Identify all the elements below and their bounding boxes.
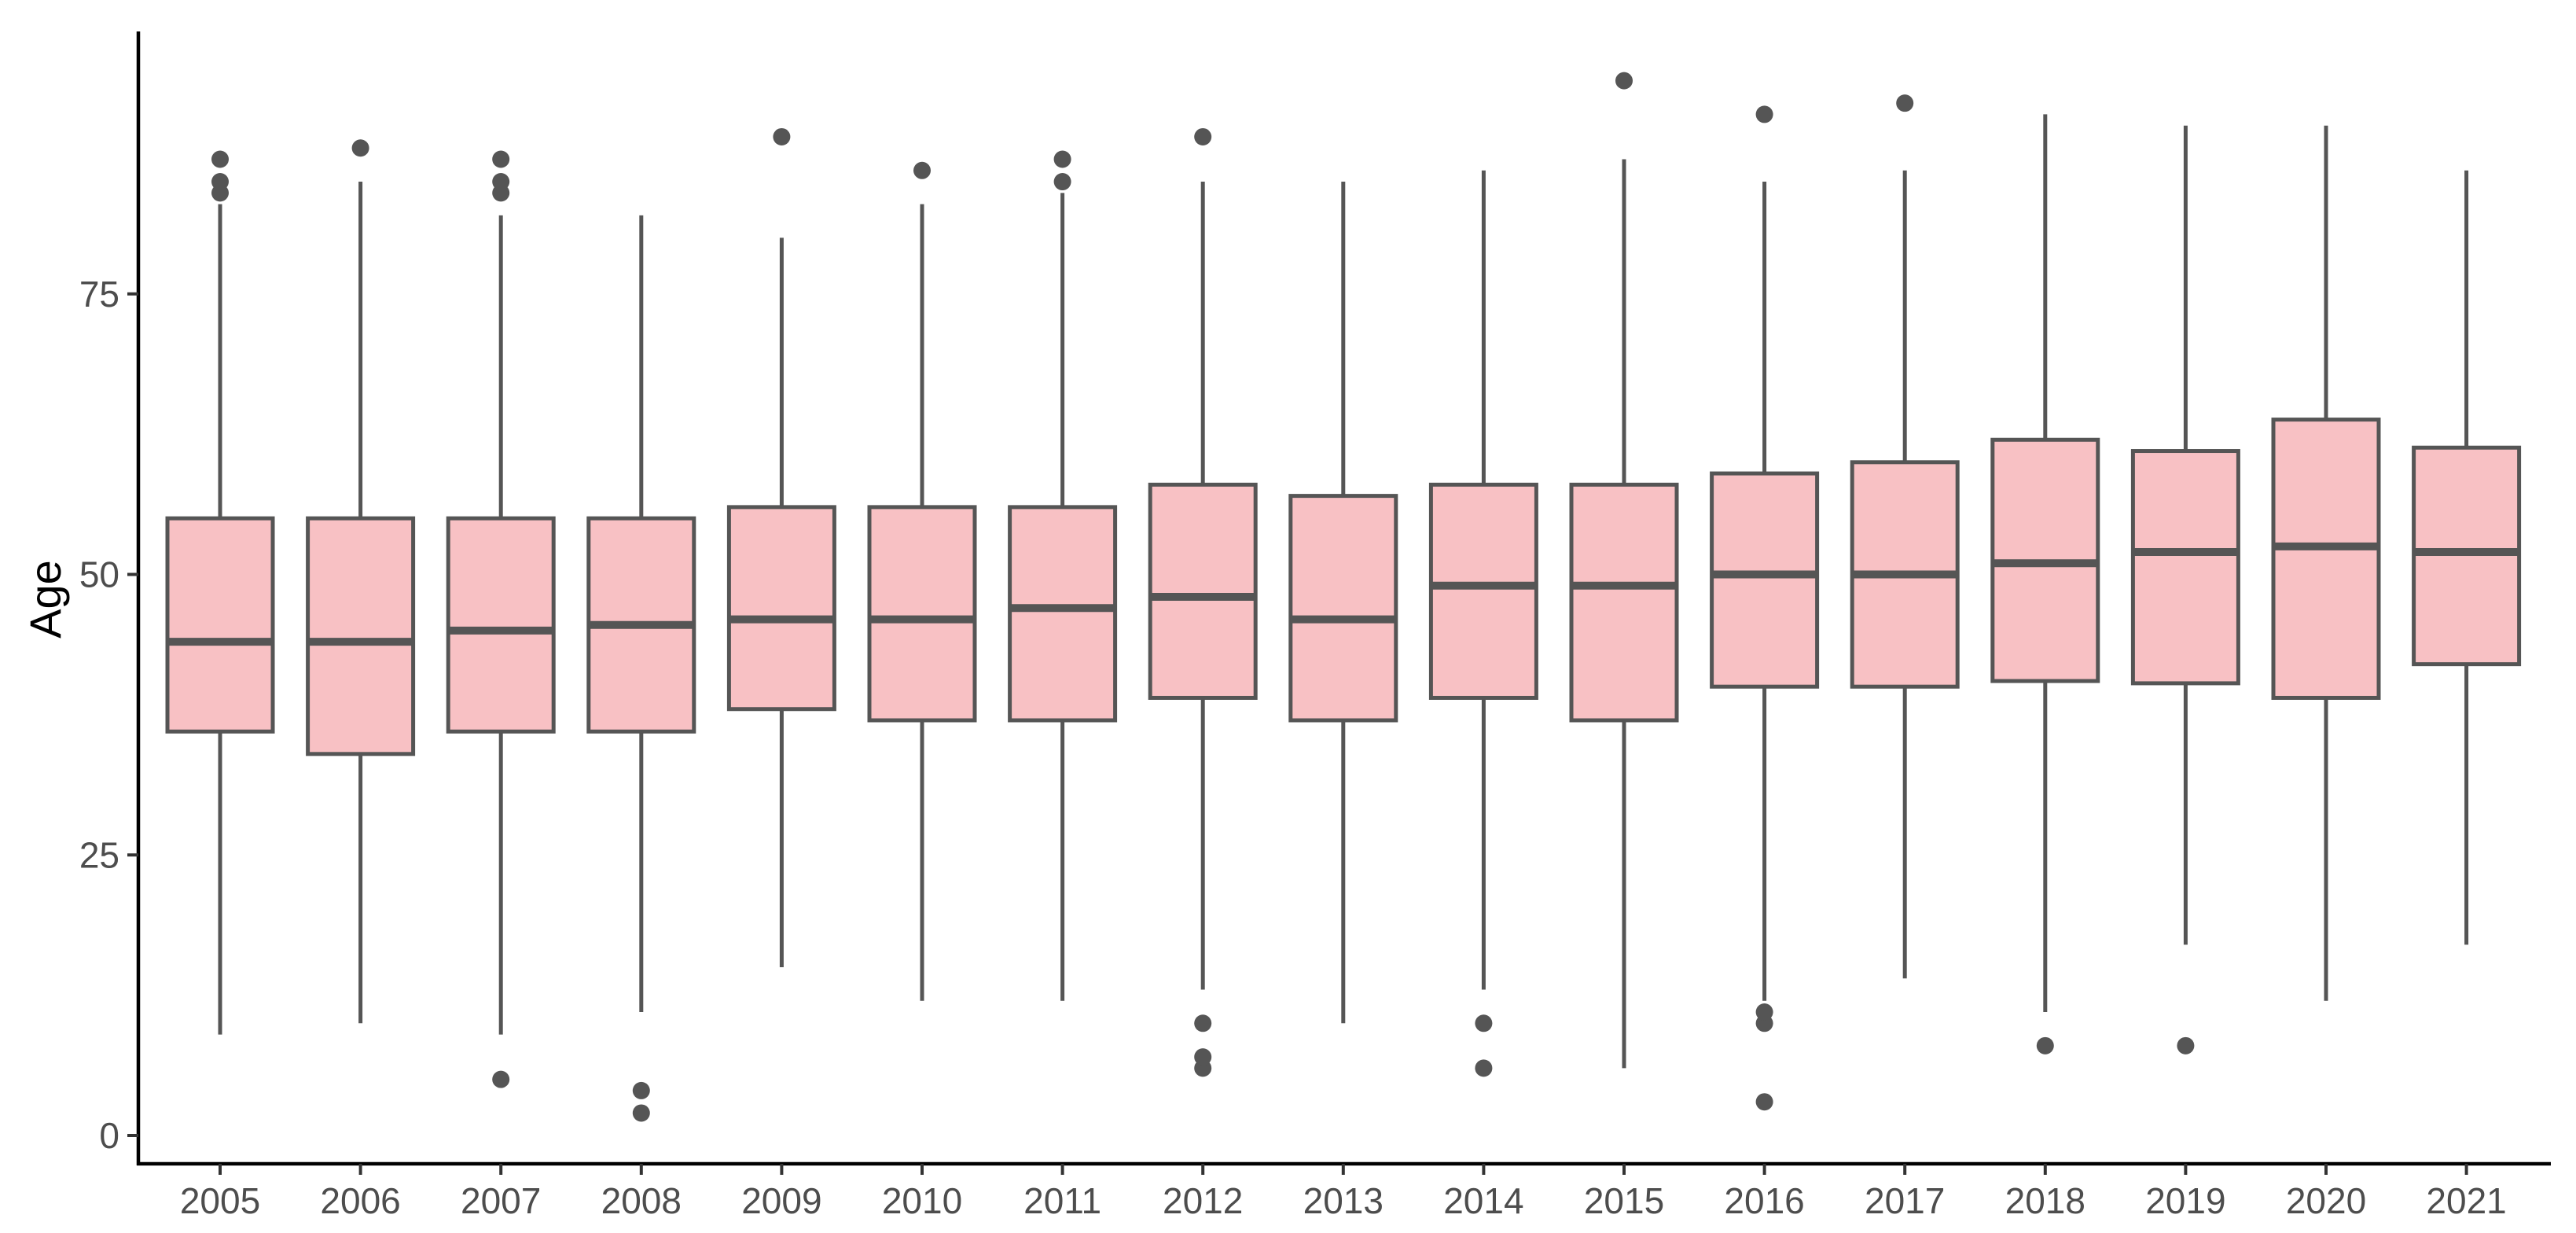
outlier-2007-0 [492,1070,510,1088]
box-group-2007 [446,150,556,1088]
x-tick-label-2007: 2007 [461,1180,541,1221]
y-tick-label-0: 0 [99,1115,119,1156]
box-group-2021 [2412,170,2522,945]
outlier-2008-0 [632,1104,650,1122]
outlier-2011-1 [1053,150,1071,168]
outlier-2018-0 [2036,1036,2054,1054]
outlier-2012-1 [1194,1048,1212,1066]
outlier-2017-0 [1896,94,1914,112]
box-2013 [1288,494,1398,723]
x-tick-label-2016: 2016 [1724,1180,1804,1221]
outlier-2006-0 [351,139,369,157]
outlier-2010-0 [913,161,931,179]
x-tick-label-2010: 2010 [882,1180,962,1221]
outlier-2012-3 [1194,127,1212,145]
ticks-layer: 2005 2006 2007 2008 2009 2010 2011 2012 2013 2014… [79,274,2507,1221]
box-group-2018 [1990,114,2100,1054]
x-tick-label-2006: 2006 [320,1180,400,1221]
outlier-2007-2 [492,173,510,191]
outlier-2015-0 [1615,72,1633,90]
box-2020 [2271,418,2381,700]
x-tick-label-2008: 2008 [601,1180,682,1221]
box-group-2008 [586,215,696,1122]
box-group-2005 [165,150,275,1035]
x-tick-label-2018: 2018 [2005,1180,2085,1221]
outlier-2011-0 [1053,173,1071,191]
x-tick-label-2005: 2005 [180,1180,260,1221]
y-tick-label-25: 25 [79,834,119,875]
x-tick-label-2011: 2011 [1023,1180,1101,1221]
box-2005 [165,516,275,734]
outlier-2007-3 [492,150,510,168]
box-group-2010 [867,161,977,1001]
outlier-2014-0 [1475,1059,1493,1077]
box-2006 [306,516,416,756]
outlier-2016-2 [1755,1003,1773,1021]
box-group-2009 [726,127,836,967]
outlier-2009-0 [773,127,791,145]
box-group-2014 [1428,170,1538,1077]
box-2009 [726,505,836,712]
x-tick-label-2019: 2019 [2145,1180,2225,1221]
box-2016 [1710,471,1820,689]
box-2007 [446,516,556,734]
box-2010 [867,505,977,723]
box-group-2006 [306,139,416,1024]
y-tick-label-50: 50 [79,554,119,595]
outlier-2012-2 [1194,1014,1212,1032]
x-tick-label-2014: 2014 [1443,1180,1523,1221]
box-2011 [1008,505,1118,723]
box-group-2017 [1850,94,1960,979]
x-tick-label-2013: 2013 [1303,1180,1384,1221]
box-group-2016 [1710,105,1820,1111]
box-group-2019 [2130,125,2240,1054]
outlier-2005-1 [211,173,229,191]
x-tick-label-2012: 2012 [1163,1180,1243,1221]
x-tick-label-2020: 2020 [2286,1180,2366,1221]
outlier-2005-2 [211,150,229,168]
outlier-2014-1 [1475,1014,1493,1032]
box-group-2015 [1569,72,1679,1069]
box-2015 [1569,482,1679,723]
x-tick-label-2021: 2021 [2426,1180,2506,1221]
box-2012 [1148,482,1258,700]
x-tick-label-2015: 2015 [1584,1180,1664,1221]
outlier-2016-0 [1755,1093,1773,1111]
box-2014 [1428,482,1538,700]
box-group-2013 [1288,182,1398,1024]
box-2019 [2130,449,2240,686]
box-group-2011 [1008,150,1118,1001]
boxes-layer [165,72,2522,1122]
outlier-2016-3 [1755,105,1773,123]
x-tick-label-2009: 2009 [741,1180,821,1221]
outlier-2019-0 [2177,1036,2195,1054]
outlier-2008-1 [632,1081,650,1099]
box-group-2012 [1148,127,1258,1077]
x-tick-label-2017: 2017 [1865,1180,1945,1221]
y-axis-title: Age [20,560,70,639]
y-tick-label-75: 75 [79,274,119,315]
box-group-2020 [2271,125,2381,1001]
